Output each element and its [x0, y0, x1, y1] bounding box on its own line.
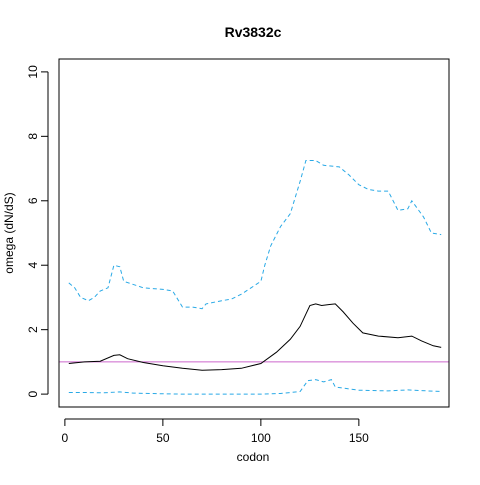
plot-layer: 0 50 100 150 0 2 4 6 8 10 — [26, 58, 450, 445]
y-tick-label: 4 — [26, 262, 40, 269]
x-tick-label: 0 — [62, 431, 69, 445]
x-tick-label: 50 — [156, 431, 170, 445]
x-tick-label: 150 — [349, 431, 369, 445]
y-tick-label: 0 — [26, 390, 40, 397]
y-tick-label: 10 — [26, 65, 40, 79]
x-axis-label: codon — [237, 450, 270, 464]
chart-title: Rv3832c — [225, 24, 282, 40]
plot-frame — [58, 58, 450, 408]
y-tick-label: 8 — [26, 133, 40, 140]
omega-estimate-line — [68, 303, 442, 371]
lower-bound-line — [68, 379, 442, 395]
y-axis-label: omega (dN/dS) — [2, 192, 16, 273]
y-tick-label: 6 — [26, 197, 40, 204]
x-tick-label: 100 — [251, 431, 271, 445]
y-tick-label: 2 — [26, 326, 40, 333]
